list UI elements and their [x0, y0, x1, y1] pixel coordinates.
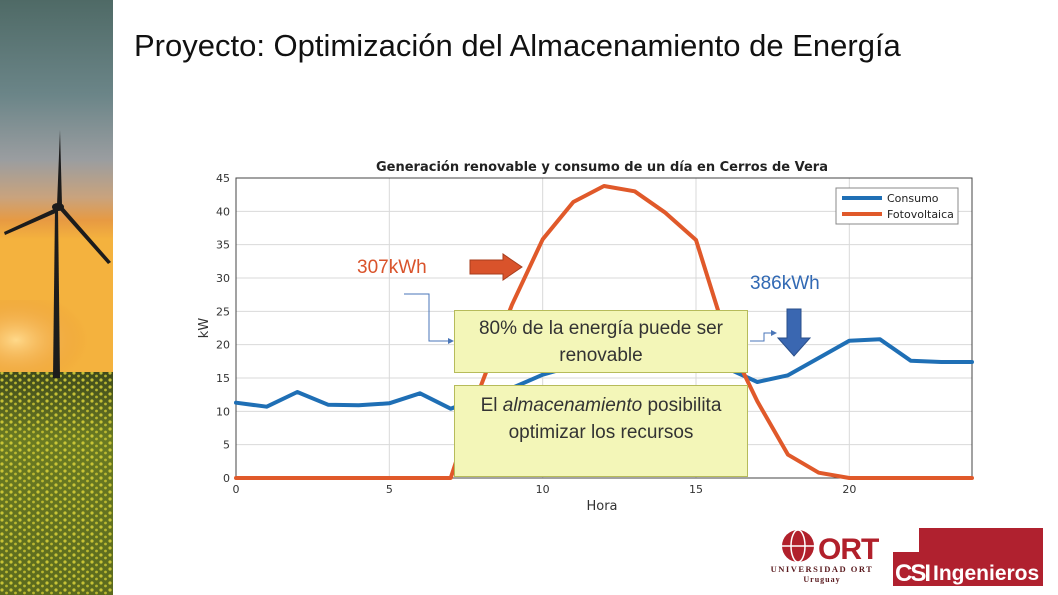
storage-callout-text-pre: El: [480, 395, 503, 416]
ci-logo-block-icon: [893, 552, 929, 586]
ci-logo-mark: CSI: [895, 560, 930, 586]
renewable-callout: 80% de la energía puede ser renovable: [454, 310, 748, 373]
axis-ticks: 0 5 10 15 20 25 30 35 40 45 0 5 10 15 20: [216, 172, 856, 496]
y-tick-label: 10: [216, 405, 230, 418]
x-axis-label: Hora: [586, 499, 617, 514]
y-tick-label: 20: [216, 339, 230, 352]
wind-turbine-photo: [0, 0, 113, 595]
y-axis-label: kW: [197, 318, 212, 339]
ort-logo-mark: ORT: [818, 533, 879, 566]
y-tick-label: 35: [216, 239, 230, 252]
csi-ingenieros-logo: CSI Ingenieros: [893, 528, 1043, 586]
storage-callout-text-post: posibilita optimizar los recursos: [508, 395, 722, 443]
renewable-callout-text: 80% de la energía puede ser renovable: [478, 318, 723, 366]
storage-callout: El almacenamiento posibilita optimizar l…: [454, 385, 748, 477]
pv-energy-label: 307kWh: [357, 257, 427, 278]
slide-title: Proyecto: Optimización del Almacenamient…: [134, 28, 901, 63]
ort-logo-country: Uruguay: [803, 575, 840, 584]
x-tick-label: 5: [386, 483, 393, 496]
x-tick-label: 15: [689, 483, 703, 496]
chart-legend: Consumo Fotovoltaica: [835, 187, 959, 225]
ci-logo-text: Ingenieros: [933, 562, 1039, 585]
series-line-fotovoltaica: [234, 184, 974, 480]
ci-logo-cut-icon: [893, 528, 919, 552]
y-tick-label: 45: [216, 172, 230, 185]
storage-callout-emphasis: almacenamiento: [502, 395, 643, 416]
y-tick-label: 40: [216, 205, 230, 218]
universidad-ort-logo: ORT UNIVERSIDAD ORT Uruguay: [771, 529, 880, 584]
y-tick-label: 0: [223, 472, 230, 485]
x-tick-label: 0: [233, 483, 240, 496]
x-tick-label: 20: [842, 483, 856, 496]
y-tick-label: 30: [216, 272, 230, 285]
legend-label-consumo: Consumo: [887, 192, 939, 205]
legend-box: [835, 187, 959, 225]
y-tick-label: 15: [216, 372, 230, 385]
y-tick-label: 5: [223, 439, 230, 452]
consumption-energy-label: 386kWh: [750, 273, 820, 294]
ort-logo-subtitle: UNIVERSIDAD ORT: [771, 564, 874, 574]
chart-title: Generación renovable y consumo de un día…: [376, 160, 828, 175]
legend-label-fotovoltaica: Fotovoltaica: [887, 208, 954, 221]
x-tick-label: 10: [536, 483, 550, 496]
y-tick-label: 25: [216, 305, 230, 318]
plot-area: [235, 177, 973, 479]
